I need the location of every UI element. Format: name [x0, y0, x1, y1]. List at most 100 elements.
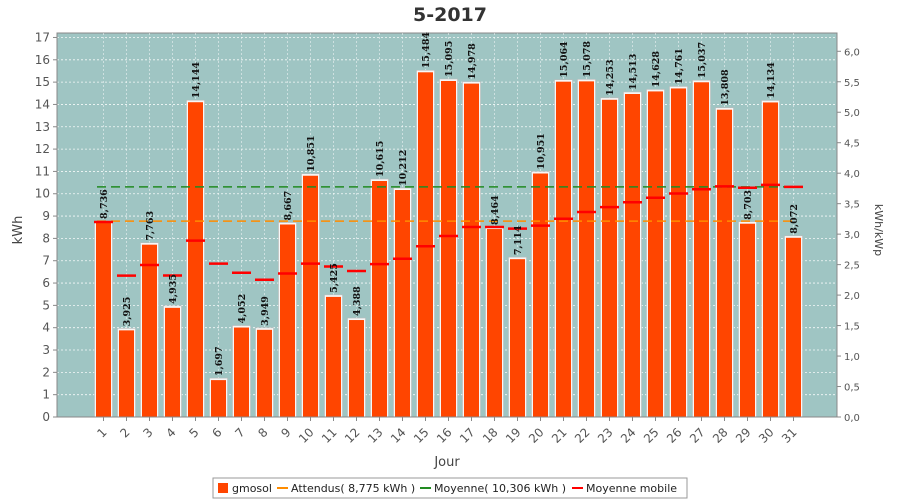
y-tick-label: 17 [35, 30, 50, 44]
y-tick-label: 13 [35, 120, 50, 134]
data-labels: 8,736 3,925 7,763 4,935 14,144 1,697 4,052 3,94… [99, 32, 800, 377]
y2-tick-label: 2,5 [844, 261, 860, 272]
data-label: 8,072 [789, 204, 800, 234]
y-tick-label: 6 [42, 276, 50, 290]
legend-swatch [218, 483, 228, 493]
x-tick-label: 2 [117, 425, 132, 440]
bar [188, 102, 203, 417]
x-axis-title: Jour [433, 455, 460, 470]
bar [165, 307, 180, 417]
data-label: 7,763 [145, 211, 156, 241]
data-label: 7,114 [513, 225, 524, 255]
y2-tick-label: 6,0 [844, 47, 860, 58]
x-tick-label: 25 [641, 425, 662, 446]
bar [372, 181, 387, 417]
y-tick-label: 5 [42, 298, 50, 312]
data-label: 8,703 [743, 190, 754, 220]
bar [464, 83, 479, 417]
y2-tick-label: 5,0 [844, 108, 860, 119]
chart-title: 5-2017 [413, 4, 487, 26]
data-label: 14,144 [191, 61, 202, 98]
x-tick-label: 29 [733, 425, 754, 446]
y-axis-title: kWh [11, 216, 26, 245]
x-tick-label: 18 [480, 425, 501, 446]
y2-tick-label: 3,0 [844, 230, 860, 241]
data-label: 10,851 [306, 135, 317, 171]
x-tick-label: 17 [457, 425, 478, 446]
y-tick-label: 8 [42, 231, 50, 245]
data-label: 15,064 [559, 41, 570, 78]
x-tick-label: 27 [687, 425, 708, 446]
x-tick-label: 20 [526, 425, 547, 446]
y2-tick-label: 1,0 [844, 352, 860, 363]
y-tick-label: 15 [35, 75, 50, 89]
data-label: 15,037 [697, 42, 708, 78]
x-tick-label: 31 [779, 425, 800, 446]
x-tick-label: 12 [342, 425, 363, 446]
legend-label: Attendus( 8,775 kWh ) [291, 482, 415, 495]
y-tick-label: 3 [42, 343, 50, 357]
bar [349, 320, 364, 417]
data-label: 10,951 [536, 133, 547, 169]
bar [694, 82, 709, 418]
x-tick-label: 16 [434, 425, 455, 446]
y-tick-label: 0 [42, 410, 50, 424]
x-tick-label: 30 [756, 425, 777, 446]
reference-lines [97, 186, 797, 222]
bar [648, 91, 663, 418]
data-label: 14,761 [674, 48, 685, 84]
bar [211, 380, 226, 417]
bars [94, 70, 803, 418]
x-tick-label: 10 [296, 425, 317, 446]
y-tick-label: 11 [35, 164, 50, 178]
bar [326, 296, 341, 417]
data-label: 10,615 [375, 141, 386, 177]
y-tick-label: 10 [35, 187, 50, 201]
data-label: 10,212 [398, 150, 409, 186]
y-tick-label: 14 [35, 97, 50, 111]
data-label: 15,484 [421, 32, 432, 69]
y2-axis: 0,0 0,5 1,0 1,5 2,0 2,5 3,0 3,5 4,0 4,5 5,0 5,5 6,0 [836, 33, 860, 424]
data-label: 4,388 [352, 286, 363, 316]
data-label: 1,697 [214, 346, 225, 376]
x-tick-label: 5 [186, 425, 201, 440]
x-tick-label: 22 [572, 425, 593, 446]
y-tick-label: 16 [35, 53, 50, 67]
x-tick-label: 8 [255, 425, 270, 440]
bar [717, 109, 732, 418]
bar [671, 88, 686, 418]
y2-tick-label: 4,5 [844, 139, 860, 150]
bar [257, 329, 272, 417]
bar [234, 327, 249, 417]
data-label: 4,052 [237, 294, 248, 324]
x-tick-label: 23 [595, 425, 616, 446]
data-label: 14,628 [651, 51, 662, 88]
x-tick-label: 13 [365, 425, 386, 446]
x-tick-label: 24 [618, 425, 639, 446]
data-label: 14,978 [467, 43, 478, 80]
y2-tick-label: 0,5 [844, 383, 860, 394]
moving-average-markers [94, 183, 803, 281]
bar [96, 222, 111, 417]
x-tick-label: 9 [278, 425, 293, 440]
legend: gmosol Attendus( 8,775 kWh ) Moyenne( 10,3… [212, 477, 688, 499]
bar [763, 102, 778, 418]
data-label: 8,667 [283, 191, 294, 221]
y2-tick-label: 4,0 [844, 169, 860, 180]
bar [418, 72, 433, 417]
data-label: 5,425 [329, 263, 340, 293]
y2-tick-label: 1,5 [844, 322, 860, 333]
x-tick-label: 28 [710, 425, 731, 446]
data-label: 4,935 [168, 274, 179, 304]
bar [786, 237, 801, 417]
bar [510, 259, 525, 417]
y2-tick-label: 5,5 [844, 78, 860, 89]
bar [740, 223, 755, 417]
bar [395, 190, 410, 417]
x-tick-label: 1 [94, 425, 109, 440]
bar [625, 93, 640, 418]
data-label: 3,925 [122, 297, 133, 327]
y2-tick-label: 2,0 [844, 291, 860, 302]
